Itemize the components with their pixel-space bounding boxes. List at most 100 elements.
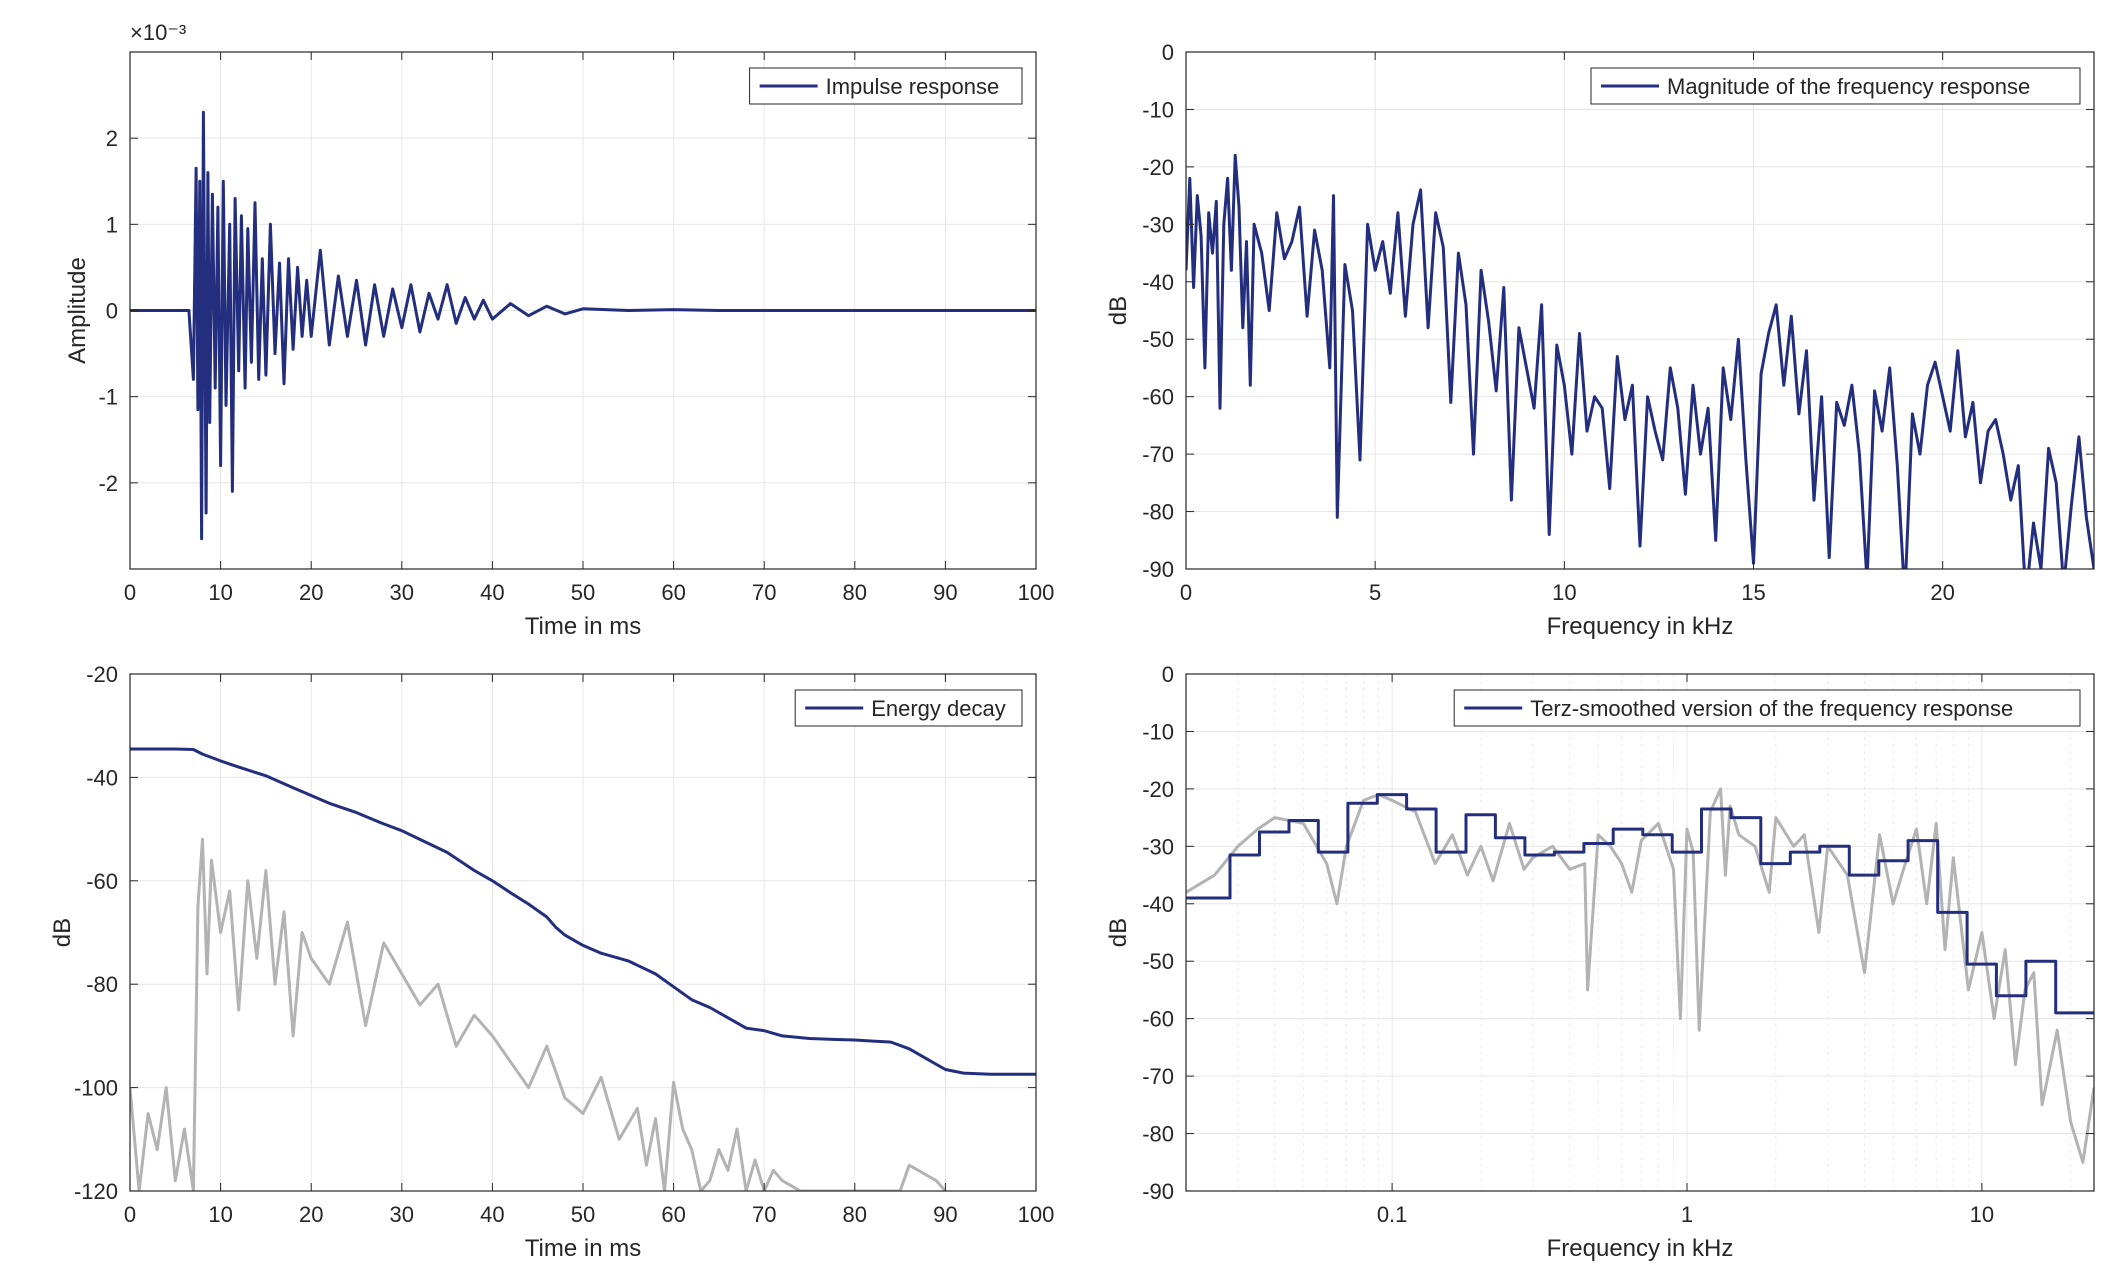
x-tick-label: 40 [480,1202,504,1227]
x-tick-label: 70 [752,1202,776,1227]
x-tick-label: 60 [661,580,685,605]
y-tick-label: -90 [1142,557,1174,582]
y-tick-label: -20 [1142,155,1174,180]
x-tick-label: 0 [1180,580,1192,605]
x-tick-label: 40 [480,580,504,605]
y-tick-label: 0 [1162,662,1174,687]
legend: Impulse response [749,67,1023,105]
legend-box [1453,689,2081,727]
y-tick-label: -40 [86,765,118,790]
legend-box [1590,67,2081,105]
x-tick-label: 20 [1930,580,1954,605]
x-tick-label: 10 [208,580,232,605]
x-tick-label: 30 [390,580,414,605]
y-tick-label: -20 [1142,777,1174,802]
x-tick-label: 90 [933,580,957,605]
background-series-line [130,837,947,1191]
x-tick-label: 60 [661,1202,685,1227]
y-tick-label: -50 [1142,949,1174,974]
y-tick-label: -1 [98,385,118,410]
y-tick-label: -80 [86,972,118,997]
y-tick-label: 0 [1162,40,1174,65]
y-tick-label: -80 [1142,500,1174,525]
x-tick-label: 80 [843,580,867,605]
grid [1185,673,2094,1192]
x-tick-label: 20 [299,580,323,605]
y-tick-label: -30 [1142,212,1174,237]
y-tick-label: -100 [74,1076,118,1101]
x-tick-label: 30 [390,1202,414,1227]
y-tick-label: -120 [74,1179,118,1204]
y-tick-label: -80 [1142,1122,1174,1147]
y-axis-label: dB [49,918,76,947]
y-tick-label: -50 [1142,327,1174,352]
x-tick-label: 90 [933,1202,957,1227]
exponent-label: ×10⁻³ [130,20,186,45]
plot-area [130,110,1036,541]
series-line [1186,793,2094,1015]
x-tick-label: 50 [571,1202,595,1227]
legend-label: Energy decay [871,696,1006,721]
legend: Magnitude of the frequency response [1590,67,2081,105]
x-tick-label: 0 [124,580,136,605]
background-series-line [1186,787,2094,1164]
legend: Terz-smoothed version of the frequency r… [1453,689,2081,727]
grid [1185,51,2094,570]
legend-label: Terz-smoothed version of the frequency r… [1530,696,2013,721]
x-tick-label: 70 [752,580,776,605]
x-tick-label: 10 [208,1202,232,1227]
ticks: 0.1 1 10 0 -10 -20 -30 -40 -50 -60 -70 -80 -90 [1142,662,2094,1227]
y-tick-label: 0 [106,299,118,324]
y-axis-label: Amplitude [64,257,91,364]
y-tick-label: -60 [1142,385,1174,410]
y-tick-label: -60 [1142,1007,1174,1032]
x-axis-label: Frequency in kHz [1547,1235,1734,1262]
ticks: 0 10 20 30 40 50 60 70 80 90 100 -2 -1 0 1 2 [98,52,1054,605]
x-tick-label: 0.1 [1377,1202,1408,1227]
y-tick-label: -60 [86,869,118,894]
ticks: 0 10 20 30 40 50 60 70 80 90 100 -20 -40 -60 -80 -100 -1… [74,662,1054,1227]
x-tick-label: 20 [299,1202,323,1227]
x-tick-label: 100 [1018,580,1055,605]
chart-4: 0.1 1 10 0 -10 -20 -30 -40 -50 -60 -70 -80 -90 Freque… [1105,662,2095,1262]
y-tick-label: -90 [1142,1179,1174,1204]
x-tick-label: 50 [571,580,595,605]
x-tick-label: 0 [124,1202,136,1227]
y-tick-label: -40 [1142,270,1174,295]
series-line [130,747,1036,1076]
legend: Energy decay [794,689,1023,727]
y-axis-label: dB [1105,296,1132,325]
series-line [1186,153,2094,569]
plot-area [1186,787,2094,1164]
x-tick-label: 10 [1552,580,1576,605]
x-tick-label: 80 [843,1202,867,1227]
plot-area [130,747,1036,1191]
x-tick-label: 1 [1681,1202,1693,1227]
x-axis-label: Frequency in kHz [1547,613,1734,640]
y-tick-label: -20 [86,662,118,687]
chart-3: 0 10 20 30 40 50 60 70 80 90 100 -20 -40 -60 -80 -100 -1… [49,662,1054,1262]
y-tick-label: -70 [1142,1064,1174,1089]
x-tick-label: 10 [1970,1202,1994,1227]
y-tick-label: -40 [1142,892,1174,917]
x-tick-label: 15 [1741,580,1765,605]
axes-frame [1185,673,2095,1192]
x-axis-label: Time in ms [525,613,641,640]
chart-2: 0 5 10 15 20 0 -10 -20 -30 -40 -50 -60 -70 -80 -90 Freq… [1105,40,2095,640]
x-tick-label: 5 [1369,580,1381,605]
legend-label: Magnitude of the frequency response [1667,74,2030,99]
y-tick-label: -10 [1142,719,1174,744]
chart-1: 0 10 20 30 40 50 60 70 80 90 100 -2 -1 0 1 2 Time in ms A… [64,20,1054,640]
y-tick-label: 2 [106,126,118,151]
legend-label: Impulse response [826,74,1000,99]
y-axis-label: dB [1105,918,1132,947]
ticks: 0 5 10 15 20 0 -10 -20 -30 -40 -50 -60 -70 -80 -90 [1142,40,2094,605]
y-tick-label: -30 [1142,834,1174,859]
y-tick-label: 1 [106,212,118,237]
y-tick-label: -2 [98,471,118,496]
plot-area [1186,153,2094,569]
axes-frame [1185,51,2095,570]
x-axis-label: Time in ms [525,1235,641,1262]
series-line [130,110,1036,541]
